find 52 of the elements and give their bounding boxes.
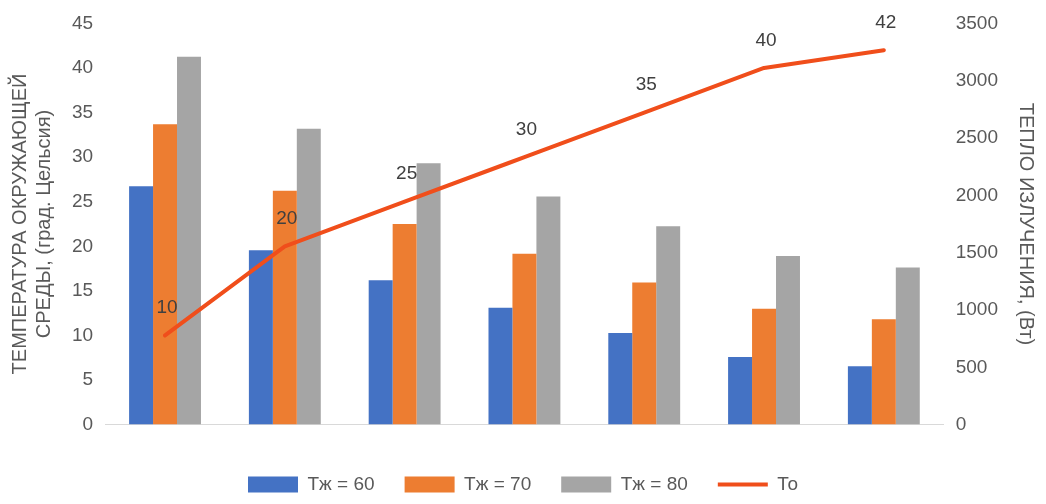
y2-tick-label: 2500 xyxy=(955,126,999,148)
y-tick-label: 10 xyxy=(71,323,94,345)
y-tick-label: 20 xyxy=(71,234,94,256)
y-tick-label: 15 xyxy=(71,279,94,301)
bar xyxy=(752,308,777,425)
bar xyxy=(871,319,896,425)
data-label: 20 xyxy=(276,207,298,229)
y-tick-label: 40 xyxy=(71,56,94,78)
data-label: 42 xyxy=(875,10,897,32)
y2-tick-label: 2000 xyxy=(955,183,999,205)
y-axis-title: ТЕМПЕРАТУРА ОКРУЖАЮЩЕЙ СРЕДЫ, (град. Цельсия) xyxy=(6,73,54,375)
bar xyxy=(392,224,417,425)
y-tick-label: 25 xyxy=(71,189,94,211)
bar xyxy=(656,226,681,425)
bar xyxy=(632,282,657,425)
y2-tick-label: 1500 xyxy=(955,240,999,262)
y-tick-label: 35 xyxy=(71,100,94,122)
data-label: 30 xyxy=(515,117,537,139)
legend-label: Тж = 60 xyxy=(307,472,375,494)
bar xyxy=(248,250,273,425)
data-label: 25 xyxy=(396,162,418,184)
bar xyxy=(177,56,201,425)
y2-tick-label: 3500 xyxy=(955,11,999,33)
y-tick-label: 45 xyxy=(71,11,94,33)
bar xyxy=(512,253,537,425)
bar xyxy=(895,267,920,425)
y-tick-label: 0 xyxy=(82,412,94,434)
data-label: 40 xyxy=(755,28,777,50)
y2-tick-label: 1000 xyxy=(955,298,999,320)
y2-tick-label: 0 xyxy=(955,412,967,434)
data-label: 10 xyxy=(156,296,178,318)
bar xyxy=(129,186,154,425)
bar xyxy=(272,190,297,425)
bar xyxy=(776,256,800,425)
bar xyxy=(608,332,633,425)
legend-label: Тж = 70 xyxy=(464,472,532,494)
bar xyxy=(368,280,393,425)
bar xyxy=(296,128,321,425)
bar xyxy=(416,163,441,425)
bar xyxy=(728,356,753,425)
bar xyxy=(488,307,513,425)
legend-label: То xyxy=(777,472,799,494)
y-tick-label: 5 xyxy=(82,368,94,390)
bar xyxy=(847,366,872,425)
data-label: 35 xyxy=(635,73,657,95)
bar xyxy=(536,196,561,425)
bar xyxy=(153,124,178,425)
y2-axis-title: ТЕПЛО ИЗЛУЧЕНИЯ, (Вт) xyxy=(1016,102,1039,346)
y-tick-label: 30 xyxy=(71,145,94,167)
legend-label: Тж = 80 xyxy=(620,472,688,494)
y2-tick-label: 3000 xyxy=(955,68,999,90)
y2-tick-label: 500 xyxy=(955,355,988,377)
